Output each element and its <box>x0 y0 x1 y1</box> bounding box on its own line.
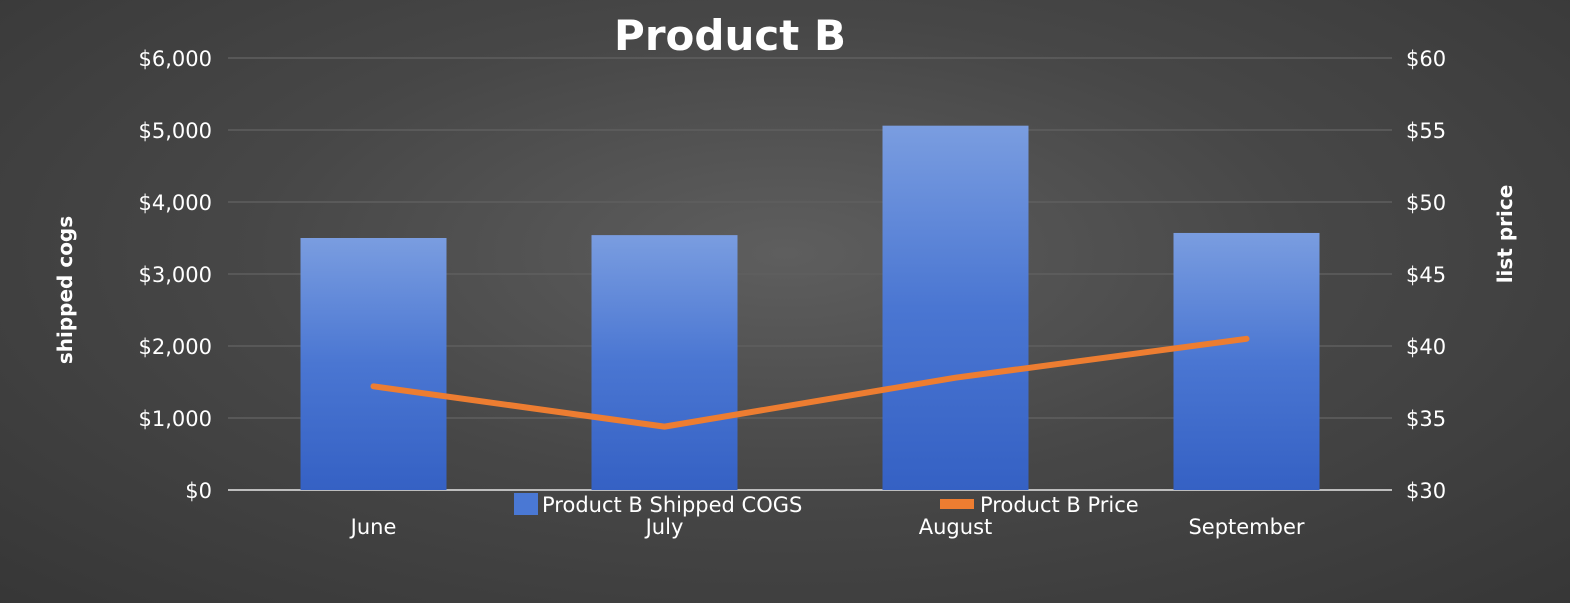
price-line <box>370 335 1250 430</box>
bar-september <box>1173 232 1320 490</box>
bar-series <box>300 125 1320 491</box>
legend: Product B Shipped COGS Product B Price <box>514 493 1139 517</box>
left-tick-label: $0 <box>185 479 212 503</box>
left-tick-label: $6,000 <box>139 47 212 71</box>
category-axis-labels: June July August September <box>349 515 1305 539</box>
left-axis-ticks: $0 $1,000 $2,000 $3,000 $4,000 $5,000 $6,000 <box>139 47 212 503</box>
left-tick-label: $3,000 <box>139 263 212 287</box>
right-tick-label: $60 <box>1406 47 1446 71</box>
legend-label-line: Product B Price <box>980 493 1139 517</box>
chart-title: Product B <box>614 11 846 60</box>
left-tick-label: $1,000 <box>139 407 212 431</box>
legend-label-bar: Product B Shipped COGS <box>542 493 802 517</box>
category-label: June <box>349 515 397 539</box>
right-tick-label: $40 <box>1406 335 1446 359</box>
right-axis-ticks: $30 $35 $40 $45 $50 $55 $60 <box>1406 47 1446 503</box>
right-tick-label: $50 <box>1406 191 1446 215</box>
line-series <box>370 335 1250 430</box>
category-label: September <box>1188 515 1304 539</box>
right-axis-title: list price <box>1493 185 1517 284</box>
left-tick-label: $2,000 <box>139 335 212 359</box>
legend-swatch-line <box>940 499 974 509</box>
left-axis-title: shipped cogs <box>53 216 77 364</box>
category-label: July <box>644 515 684 539</box>
left-tick-label: $4,000 <box>139 191 212 215</box>
bar-june <box>300 238 447 490</box>
left-tick-label: $5,000 <box>139 119 212 143</box>
category-label: August <box>919 515 993 539</box>
right-tick-label: $45 <box>1406 263 1446 287</box>
right-tick-label: $35 <box>1406 407 1446 431</box>
legend-swatch-bar <box>514 493 538 515</box>
right-tick-label: $30 <box>1406 479 1446 503</box>
bar-august <box>882 125 1029 491</box>
right-tick-label: $55 <box>1406 119 1446 143</box>
bar-july <box>591 235 738 490</box>
